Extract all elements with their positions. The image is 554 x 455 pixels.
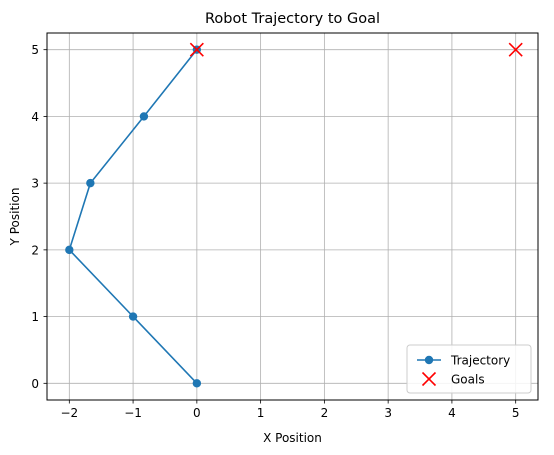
y-axis-ticks: 0 1 2 3 4 5 (31, 43, 47, 391)
trajectory-point (192, 379, 202, 388)
y-tick-label: 5 (31, 43, 39, 57)
y-tick-label: 1 (31, 310, 39, 324)
y-tick-label: 0 (31, 377, 39, 391)
legend-box (406, 344, 532, 394)
x-tick-label: 3 (384, 406, 392, 420)
x-tick-label: 5 (512, 406, 520, 420)
trajectory-point (65, 245, 74, 255)
trajectory-point (139, 112, 149, 121)
trajectory-point (86, 178, 95, 188)
goal-marker (189, 42, 204, 57)
legend-label: Trajectory (450, 354, 510, 368)
y-tick-label: 2 (31, 243, 39, 257)
series-layer (65, 42, 523, 388)
x-tick-label: 1 (257, 406, 265, 420)
y-tick-label: 4 (31, 110, 39, 124)
x-tick-label: −2 (60, 406, 78, 420)
series-goals (189, 42, 523, 57)
x-tick-label: 0 (193, 406, 201, 420)
goal-marker (508, 42, 523, 57)
chart-title: Robot Trajectory to Goal (205, 11, 380, 27)
x-axis-ticks: −2 −1 0 1 2 3 4 5 (60, 400, 520, 420)
x-tick-label: −1 (124, 406, 142, 420)
x-tick-label: 4 (448, 406, 456, 420)
plot-area (47, 33, 538, 400)
legend-x-swatch (421, 371, 437, 387)
legend: Trajectory Goals (406, 344, 532, 394)
grid (47, 33, 538, 400)
plot-frame (46, 32, 539, 401)
trajectory-point (128, 312, 138, 321)
legend-item-goals: Goals (421, 371, 485, 387)
x-axis-label: X Position (263, 431, 322, 445)
legend-marker-swatch (424, 355, 434, 365)
legend-label: Goals (451, 373, 485, 387)
trajectory-line (68, 49, 198, 384)
x-tick-label: 2 (321, 406, 329, 420)
legend-item-trajectory: Trajectory (417, 354, 510, 368)
y-axis-label: Y Position (8, 188, 22, 247)
y-tick-label: 3 (31, 177, 39, 191)
